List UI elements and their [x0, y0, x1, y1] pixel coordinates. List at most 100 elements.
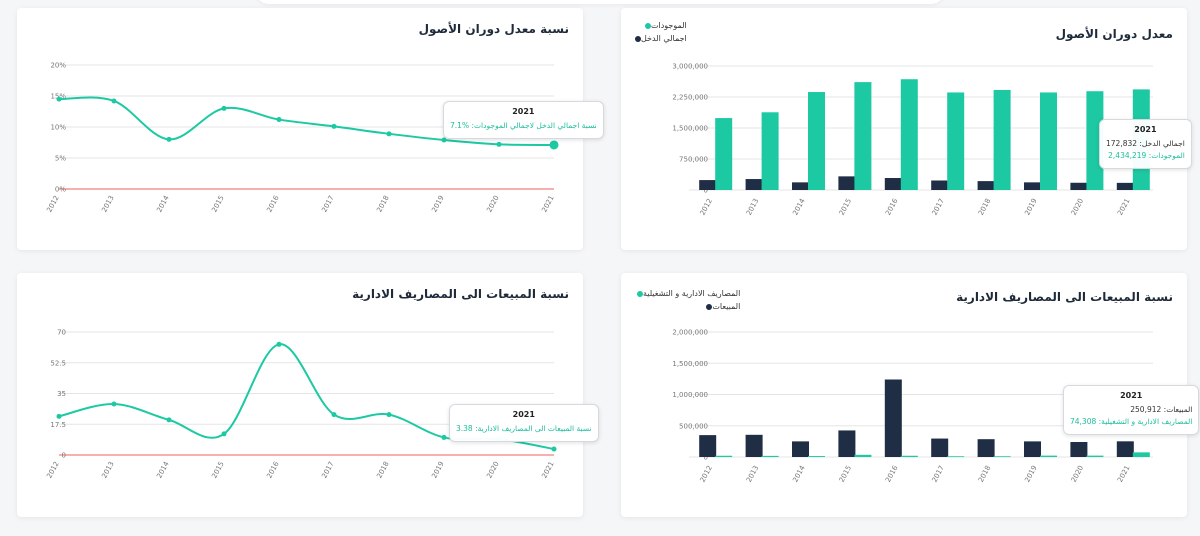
- tooltip-value: 172,832: [1106, 139, 1138, 148]
- bar: [838, 176, 856, 190]
- data-point: [331, 123, 337, 129]
- legend-item-income[interactable]: اجمالي الدخل: [631, 34, 687, 43]
- tooltip-label: اجمالي الدخل:: [1139, 139, 1185, 148]
- tooltip-label: المبيعات:: [1163, 405, 1193, 414]
- y-tick-label: 1,500,000: [672, 360, 708, 368]
- x-tick-label: 2020: [485, 460, 500, 479]
- tooltip-row: المبيعات: 250,912: [1070, 405, 1192, 414]
- y-tick-label: 0: [62, 452, 66, 460]
- data-point: [549, 140, 559, 150]
- tooltip-value: %7.1: [450, 121, 470, 130]
- chart-tooltip: 2021 نسبة اجمالي الدخل لاجمالي الموجودات…: [443, 101, 604, 139]
- x-tick-label: 2021: [1116, 197, 1131, 216]
- legend-label: الموجودات: [650, 21, 687, 30]
- bar: [808, 92, 825, 190]
- y-tick-label: 70: [57, 329, 66, 337]
- bar: [792, 441, 809, 457]
- x-tick-label: 2018: [375, 460, 390, 479]
- data-point: [56, 96, 62, 102]
- tooltip-label: المصاريف الادارية و التشغيلية:: [1098, 417, 1193, 426]
- legend-dot: [644, 22, 651, 29]
- x-tick-label: 2019: [1023, 464, 1038, 483]
- tooltip-row: اجمالي الدخل: 172,832: [1106, 139, 1185, 148]
- bar: [715, 455, 733, 457]
- bar: [699, 180, 717, 190]
- x-tick-label: 2020: [1070, 197, 1085, 216]
- bar: [745, 434, 763, 457]
- x-tick-label: 2014: [791, 197, 807, 217]
- chart-tooltip: 2021 نسبة المبيعات الى المصاريف الادارية…: [449, 404, 599, 442]
- asset-turnover-chart: 0 750,000 1,500,000 2,250,000 3,000,000 2012 2…: [672, 63, 1153, 217]
- bar: [699, 435, 717, 457]
- y-tick-label: 1,000,000: [672, 391, 708, 399]
- x-tick-label: 2017: [320, 194, 335, 213]
- y-tick-label: 1,500,000: [672, 125, 708, 133]
- x-tick-label: 2014: [155, 460, 171, 480]
- x-tick-label: 2018: [977, 464, 992, 483]
- x-tick-label: 2012: [699, 464, 714, 483]
- tooltip-value: 250,912: [1130, 405, 1162, 414]
- x-tick-label: 2014: [155, 194, 171, 214]
- legend-label: المصاريف الادارية و التشغيلية: [643, 289, 741, 298]
- x-tick-label: 2013: [100, 460, 115, 479]
- x-tick-label: 2012: [45, 194, 60, 213]
- tooltip-year: 2021: [1120, 391, 1143, 400]
- legend-item-assets[interactable]: الموجودات: [631, 21, 687, 30]
- legend-dot: [706, 303, 713, 310]
- y-tick-label: 2,250,000: [672, 94, 708, 102]
- x-tick-label: 2015: [210, 460, 225, 479]
- card-title: نسبة المبيعات الى المصاريف الادارية: [352, 287, 569, 301]
- x-tick-label: 2013: [745, 197, 760, 216]
- tooltip-year: 2021: [1134, 125, 1157, 134]
- bar: [854, 454, 872, 457]
- bar: [792, 182, 809, 190]
- x-tick-label: 2021: [540, 460, 555, 479]
- data-point: [221, 105, 227, 111]
- y-tick-label: 20%: [50, 62, 66, 70]
- chart-tooltip: 2021 اجمالي الدخل: 172,832 الموجودات: 2,…: [1099, 119, 1192, 169]
- x-tick-label: 2012: [45, 460, 60, 479]
- bar: [993, 89, 1011, 190]
- bar: [1070, 182, 1088, 190]
- tooltip-label: الموجودات:: [1148, 151, 1185, 160]
- tooltip-row: الموجودات: 2,434,219: [1106, 151, 1185, 160]
- y-tick-label: 52.5: [50, 359, 66, 367]
- bar: [947, 92, 965, 190]
- x-tick-label: 2021: [1116, 464, 1131, 483]
- legend-item-expenses[interactable]: المصاريف الادارية و التشغيلية: [633, 289, 740, 298]
- legend-dot: [635, 35, 641, 42]
- bar: [715, 118, 733, 190]
- data-point: [386, 131, 392, 137]
- x-tick-label: 2016: [265, 194, 281, 214]
- legend-item-sales[interactable]: المبيعات: [633, 302, 740, 311]
- y-tick-label: 35: [57, 390, 66, 398]
- x-tick-label: 2017: [320, 460, 335, 479]
- x-tick-label: 2016: [884, 464, 900, 484]
- tooltip-label: نسبة المبيعات الى المصاريف الادارية:: [475, 424, 592, 433]
- bar: [854, 82, 872, 190]
- y-tick-label: 750,000: [679, 156, 708, 164]
- chart-legend: المصاريف الادارية و التشغيلية المبيعات: [633, 289, 740, 315]
- bar: [931, 180, 949, 190]
- tooltip-value: 3.38: [456, 424, 473, 433]
- x-tick-label: 2018: [375, 194, 390, 213]
- y-tick-label: 15%: [50, 93, 66, 101]
- bar: [745, 179, 763, 190]
- data-point: [441, 137, 447, 143]
- bar: [977, 181, 995, 190]
- tooltip-row: نسبة المبيعات الى المصاريف الادارية: 3.3…: [456, 424, 592, 433]
- y-tick-label: 0%: [55, 186, 66, 194]
- y-tick-label: 17.5: [50, 421, 66, 429]
- data-point: [166, 136, 172, 142]
- x-tick-label: 2015: [838, 197, 853, 216]
- x-tick-label: 2015: [210, 194, 225, 213]
- bar: [884, 379, 902, 457]
- bar: [1132, 452, 1150, 457]
- y-tick-label: 0: [704, 187, 708, 195]
- data-point: [276, 117, 282, 123]
- data-point: [111, 98, 117, 104]
- sales-expense-ratio-chart: 0 17.5 35 52.5 70 2012 2013 2014 2015 2016 2017 201…: [45, 329, 557, 480]
- bar: [808, 456, 825, 457]
- chart-tooltip: 2021 المبيعات: 250,912 المصاريف الادارية…: [1063, 385, 1200, 435]
- data-point: [441, 434, 447, 440]
